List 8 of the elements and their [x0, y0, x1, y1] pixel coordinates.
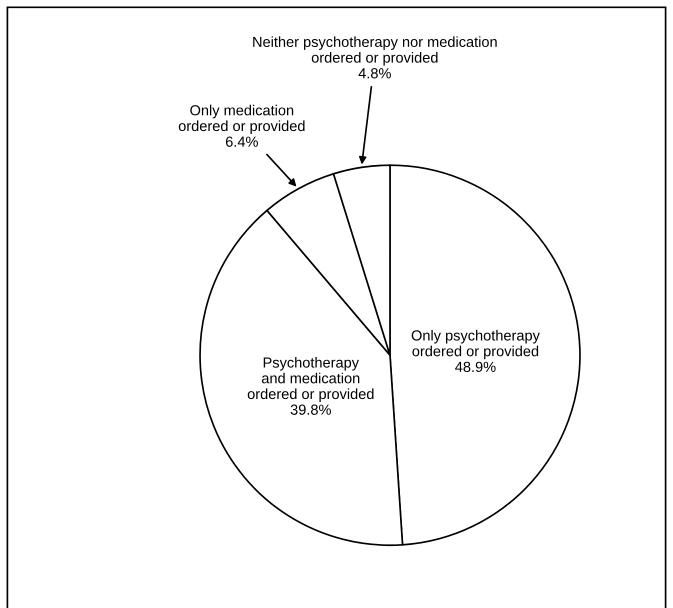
slice-label: Only medication ordered or provided	[178, 104, 305, 134]
data-label: 48.9%	[455, 362, 496, 372]
slice-label: Psychotherapy and medication ordered or provided	[248, 356, 374, 402]
slice-label: Only psychotherapy ordered or provided	[412, 330, 540, 360]
data-label: 6.4%	[226, 136, 258, 147]
data-label: 4.8%	[358, 68, 391, 78]
data-label: 39.8%	[290, 404, 331, 415]
slice-label: Neither psychotherapy nor medication ordered or provided	[253, 36, 497, 66]
